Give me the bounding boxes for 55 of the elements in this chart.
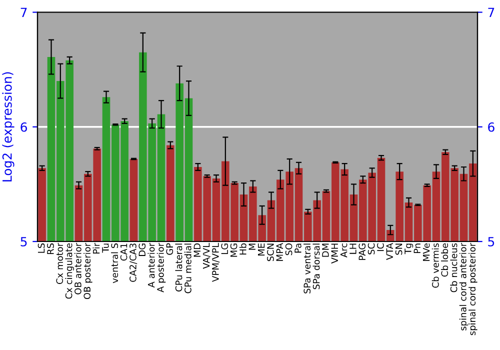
x-tick-label: A anterior xyxy=(148,242,155,288)
x-tick-label: SC xyxy=(368,243,375,254)
y-tick-label: 6 xyxy=(20,122,27,132)
x-tick-label: Arc xyxy=(340,243,348,258)
y-tick-label: 7 xyxy=(20,8,27,17)
x-tick-label: OB anterior xyxy=(74,242,82,294)
y2-tick-label: 5 xyxy=(488,237,494,246)
x-tick-label: Pa xyxy=(294,244,302,253)
x-tick-label: MVe xyxy=(422,243,430,261)
x-tick-label: PAG xyxy=(358,244,366,260)
x-tick-label: RS xyxy=(47,243,54,254)
x-tick-label: SO xyxy=(285,243,292,256)
x-tick-label: Cb vermis xyxy=(432,243,439,288)
x-tick-label: LH xyxy=(350,244,356,254)
x-tick-label: Cb lobe xyxy=(441,243,448,277)
x-tick-label: Pir xyxy=(92,242,100,254)
x-tick-label: CA1 xyxy=(120,244,128,261)
y2-tick-label: 7 xyxy=(488,8,494,17)
x-tick-label: spinal cord posterior xyxy=(468,242,478,336)
x-tick-label: SCN xyxy=(267,244,274,262)
x-tick-label: DM xyxy=(322,244,329,257)
y-axis-title: Log2 (expression) xyxy=(2,72,14,182)
x-tick-label: MG xyxy=(230,244,238,257)
x-tick-label: M xyxy=(248,244,256,250)
x-tick-label: DG xyxy=(138,244,146,256)
x-tick-label: LG xyxy=(221,244,228,254)
x-tick-label: Hb xyxy=(239,243,246,255)
x-tick-label: Cb nucleus xyxy=(450,243,458,292)
x-tick-label: CA2/CA3 xyxy=(130,244,138,282)
x-tick-label: MPA xyxy=(276,242,283,261)
y2-tick-label: 6 xyxy=(488,122,494,132)
x-tick-label: ME xyxy=(258,243,265,256)
x-tick-label: VPM/VPL xyxy=(212,242,220,282)
x-tick-label: VMH xyxy=(331,244,338,264)
x-tick-label: GP xyxy=(166,243,174,255)
x-tick-label: CPu lateral xyxy=(175,244,182,292)
x-tick-label: MD xyxy=(194,243,200,257)
x-tick-label: A posterior xyxy=(156,242,166,292)
y-tick-label: 5 xyxy=(20,237,27,246)
x-tick-label: ventral S xyxy=(111,243,118,284)
x-tick-label: SPa dorsal xyxy=(312,244,320,290)
x-tick-label: SPa ventral xyxy=(304,244,311,294)
x-tick-label: Tu xyxy=(102,244,109,253)
x-tick-label: VA/VL xyxy=(202,242,210,269)
x-tick-label: Pn xyxy=(414,244,420,254)
x-tick-label: SN xyxy=(395,244,402,255)
x-tick-label: spinal cord anterior xyxy=(459,242,468,330)
x-tick-label: IC xyxy=(377,243,384,251)
x-tick-label: CPu medial xyxy=(184,244,192,294)
x-tick-label: Cx cingulate xyxy=(65,243,74,299)
x-tick-label: Tg xyxy=(404,244,414,254)
x-tick-label: OB posterior xyxy=(84,242,92,300)
x-tick-label: Cx motor xyxy=(56,242,64,284)
x-tick-label: VTA xyxy=(386,242,393,260)
x-tick-label: LS xyxy=(38,243,45,253)
